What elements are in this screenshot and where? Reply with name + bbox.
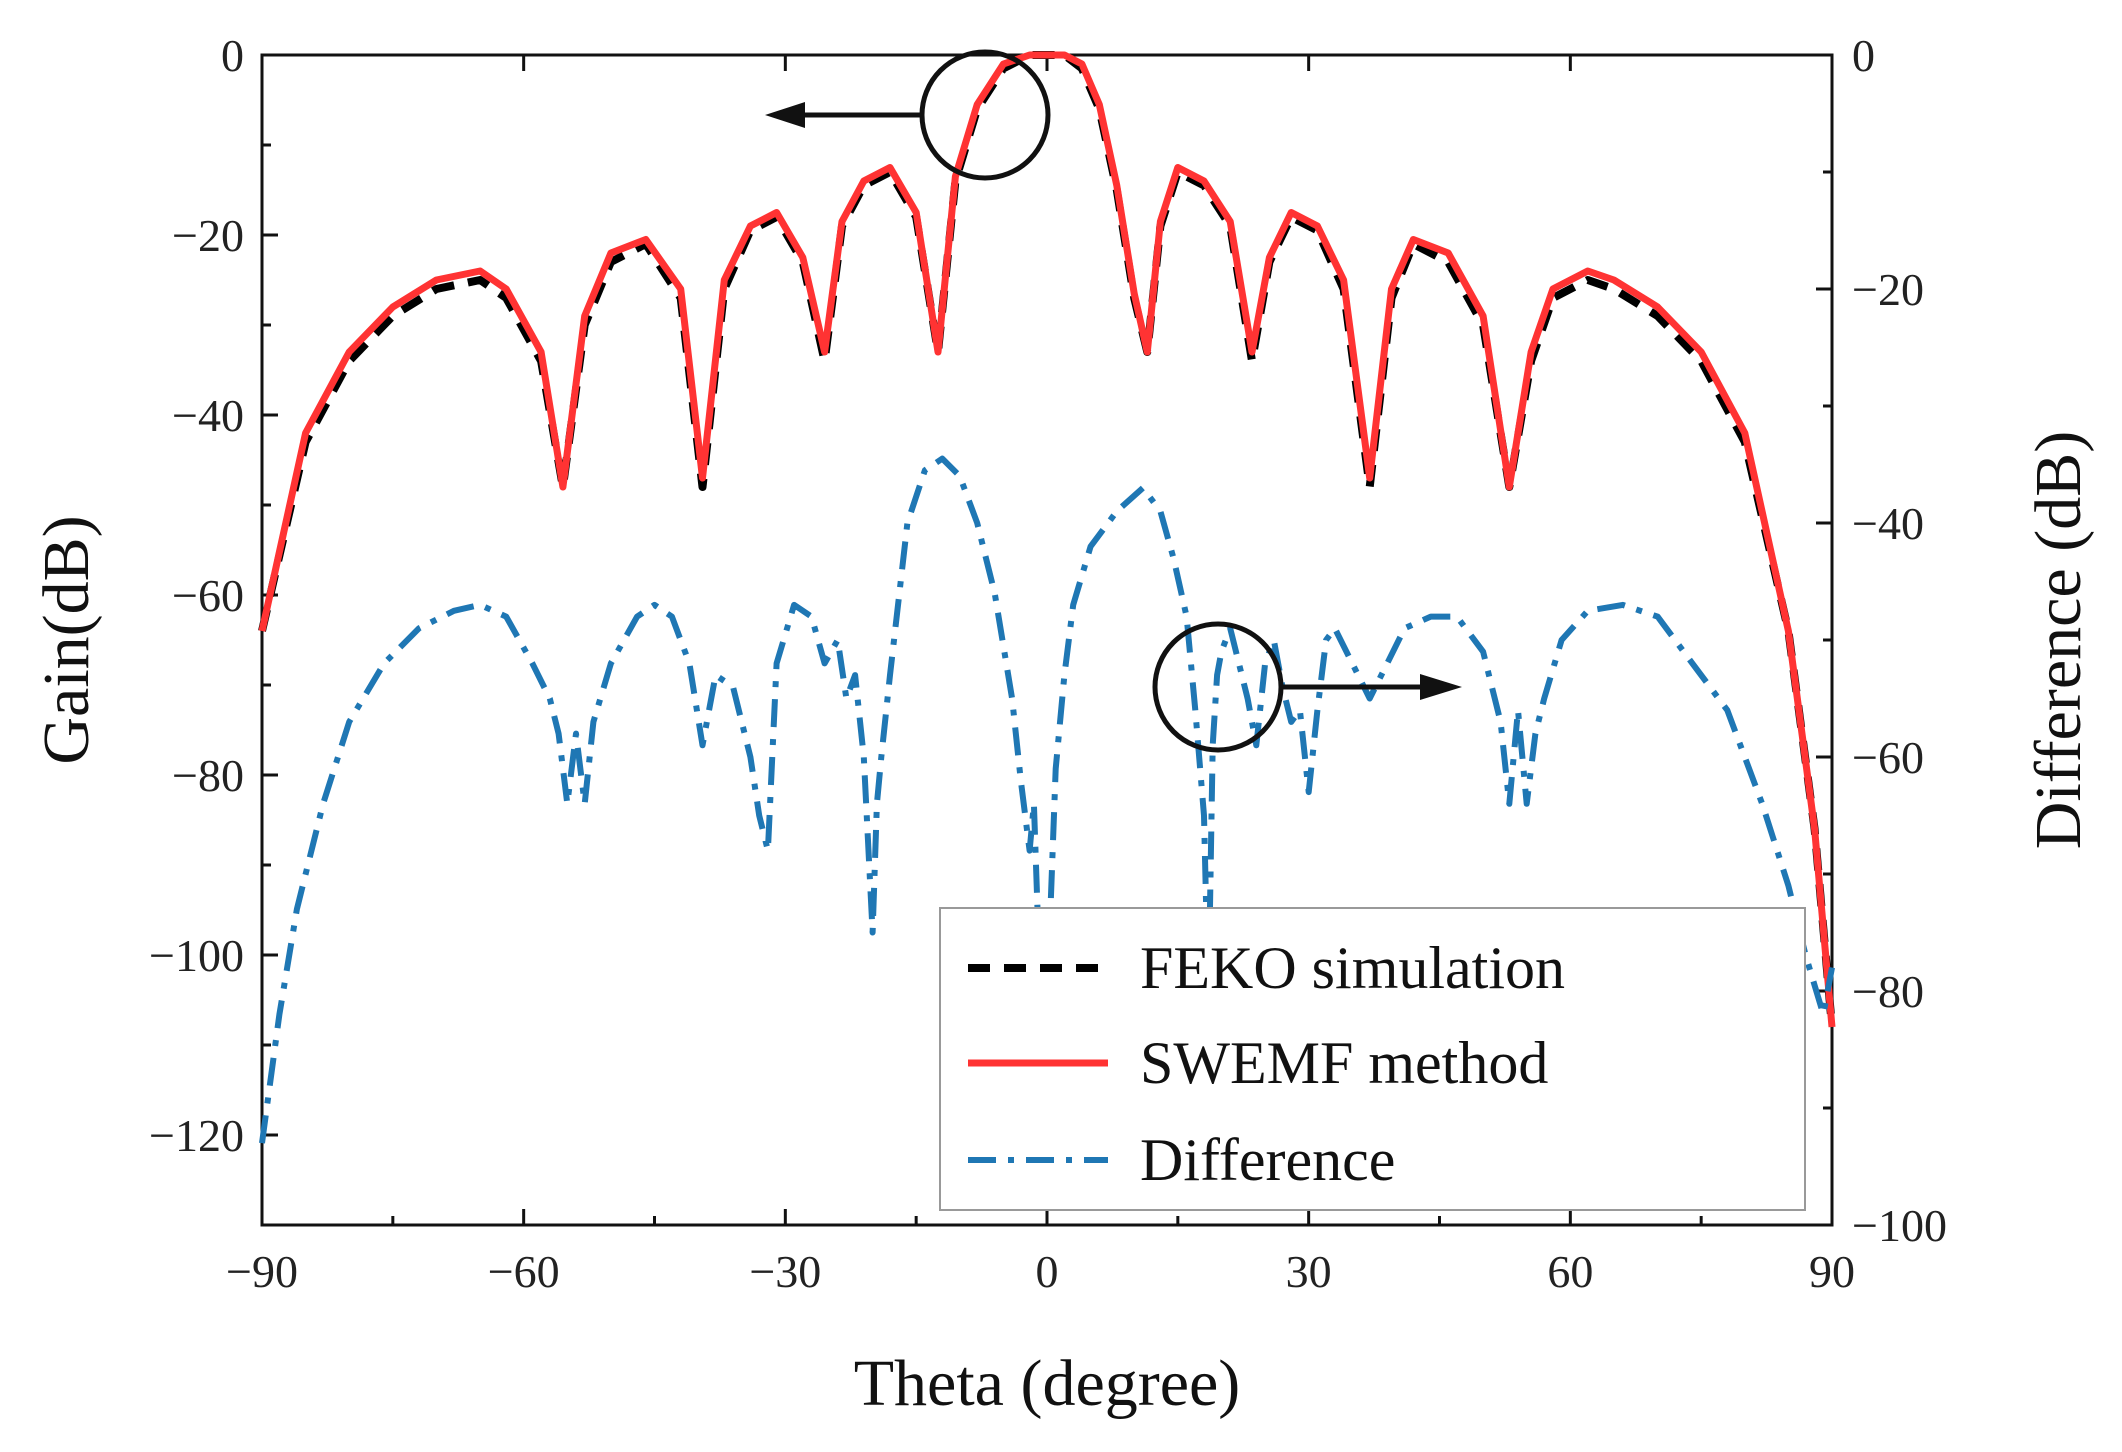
x-axis-title: Theta (degree) bbox=[854, 1347, 1241, 1420]
y-right-tick-label: −20 bbox=[1852, 264, 1924, 315]
x-tick-label: −30 bbox=[749, 1246, 821, 1297]
y-axis-right-title: Difference (dB) bbox=[2022, 431, 2095, 849]
arrow-left-icon bbox=[765, 102, 805, 128]
annotation-circle-left bbox=[919, 49, 1051, 181]
y-left-tick-label: −120 bbox=[149, 1110, 244, 1161]
series-line-swemf-method bbox=[258, 51, 1836, 1028]
y-right-tick-label: 0 bbox=[1852, 30, 1875, 81]
legend: FEKO simulation SWEMF method Difference bbox=[939, 907, 1806, 1211]
y-right-tick-label: −40 bbox=[1852, 498, 1924, 549]
x-tick-label: −60 bbox=[488, 1246, 560, 1297]
x-tick-label: 60 bbox=[1547, 1246, 1593, 1297]
y-left-tick-label: 0 bbox=[221, 30, 244, 81]
series-line-feko-simulation bbox=[258, 51, 1836, 1028]
y-right-tick-label: −60 bbox=[1852, 732, 1924, 783]
legend-label: FEKO simulation bbox=[1140, 935, 1565, 1001]
y-left-tick-label: −100 bbox=[149, 930, 244, 981]
x-tick-label: −90 bbox=[226, 1246, 298, 1297]
y-left-tick-label: −20 bbox=[172, 210, 244, 261]
y-left-tick-label: −80 bbox=[172, 750, 244, 801]
arrow-right-icon bbox=[1420, 674, 1462, 700]
x-tick-label: 30 bbox=[1286, 1246, 1332, 1297]
legend-label: SWEMF method bbox=[1140, 1030, 1548, 1096]
y-right-ticks: 0 −20 −40 −60 −80 −100 bbox=[1816, 30, 1947, 1251]
y-left-ticks: 0 −20 −40 −60 −80 −100 −120 bbox=[149, 30, 278, 1227]
x-ticks: −90 −60 −30 0 30 60 90 bbox=[226, 55, 1855, 1297]
legend-label: Difference bbox=[1140, 1127, 1395, 1193]
y-axis-left-title: Gain(dB) bbox=[30, 515, 103, 764]
y-left-tick-label: −40 bbox=[172, 390, 244, 441]
x-tick-label: 0 bbox=[1036, 1246, 1059, 1297]
y-left-tick-label: −60 bbox=[172, 570, 244, 621]
y-right-tick-label: −80 bbox=[1852, 966, 1924, 1017]
x-tick-label: 90 bbox=[1809, 1246, 1855, 1297]
y-right-tick-label: −100 bbox=[1852, 1200, 1947, 1251]
annotations bbox=[765, 49, 1462, 753]
